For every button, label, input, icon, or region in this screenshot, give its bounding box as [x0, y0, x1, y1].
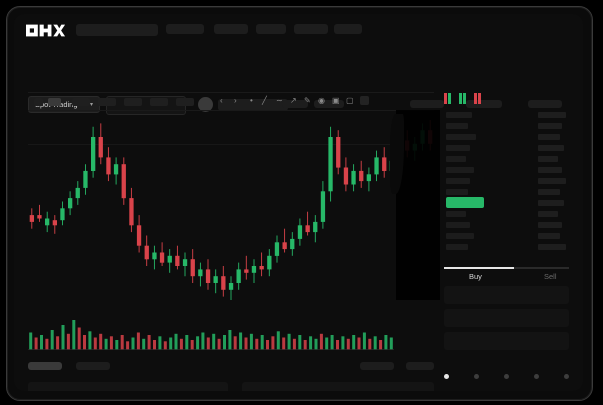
orderbook-spread-highlight: [446, 197, 484, 208]
volume-chart: [28, 314, 394, 351]
orderbook-row[interactable]: [446, 112, 472, 118]
slider-dot-2[interactable]: [504, 374, 509, 379]
buy-tab[interactable]: Buy: [469, 272, 482, 281]
book-bids-icon[interactable]: [459, 93, 468, 104]
chart-cursor-artifact: [390, 114, 404, 194]
stat-low-24h: [466, 100, 502, 108]
stat-change-24h: [314, 100, 344, 108]
book-full-icon[interactable]: [444, 93, 453, 104]
nav-item-more[interactable]: [334, 24, 362, 34]
toolbar-interval-1m[interactable]: [34, 98, 43, 106]
orderbook-row[interactable]: [446, 178, 470, 184]
wave-icon[interactable]: ∼: [276, 96, 283, 105]
lock-icon[interactable]: ▣: [332, 96, 340, 105]
chart-toolbar: [28, 92, 434, 111]
orderbook-row-value[interactable]: [538, 167, 562, 173]
toolbar-indicators[interactable]: [176, 98, 194, 106]
orderbook-row[interactable]: [446, 211, 466, 217]
orderbook-row-value[interactable]: [538, 112, 566, 118]
toolbar-interval-active[interactable]: [48, 98, 61, 106]
orderbook-row-value[interactable]: [538, 189, 560, 195]
buy-tab-underline: [444, 267, 514, 269]
okx-logo-icon[interactable]: [26, 23, 66, 37]
price-chart[interactable]: [28, 110, 434, 310]
chart-divider: [28, 144, 434, 145]
nav-item-wallet[interactable]: [294, 24, 328, 34]
orderbook-row[interactable]: [446, 123, 468, 129]
amount-slider[interactable]: [444, 374, 569, 382]
nav-item-earn[interactable]: [256, 24, 286, 34]
orderbook-row-value[interactable]: [538, 200, 564, 206]
bottom-tab-open-orders[interactable]: [28, 362, 62, 370]
orderbook-row-value[interactable]: [538, 233, 560, 239]
book-asks-icon[interactable]: [474, 93, 483, 104]
orderbook-row[interactable]: [446, 244, 468, 250]
slider-dot-3[interactable]: [534, 374, 539, 379]
coin-avatar-icon: [198, 97, 213, 112]
slider-dot-1[interactable]: [474, 374, 479, 379]
bottom-tab-order-history[interactable]: [76, 362, 110, 370]
slider-dot-4[interactable]: [564, 374, 569, 379]
app-screen: Spot Trading ▾ ▾ ‹ › • ╱ ∼ ↗ ✎: [14, 14, 583, 391]
toolbar-interval-1h[interactable]: [98, 98, 116, 106]
redo-icon[interactable]: ›: [234, 96, 237, 105]
orderbook-row-value[interactable]: [538, 134, 560, 140]
sell-tab[interactable]: Sell: [544, 272, 557, 281]
orderbook-row[interactable]: [446, 233, 474, 239]
orderbook-row[interactable]: [446, 222, 470, 228]
eye-icon[interactable]: ◉: [318, 96, 325, 105]
trendline-icon[interactable]: ╱: [262, 96, 267, 105]
instrument-bar: Spot Trading ▾ ▾: [14, 50, 583, 115]
chevron-down-icon: ▾: [89, 102, 93, 108]
undo-icon[interactable]: ‹: [220, 96, 223, 105]
slider-dot-0[interactable]: [444, 374, 449, 379]
toolbar-interval-1d[interactable]: [150, 98, 168, 106]
toolbar-interval-4h[interactable]: [124, 98, 142, 106]
nav-item-markets[interactable]: [214, 24, 248, 34]
sell-tab-underline: [514, 267, 569, 269]
orderbook-row-value[interactable]: [538, 244, 566, 250]
okx-wordmark-icon: [26, 24, 66, 36]
candlestick-svg: [29, 120, 433, 300]
orderbook-row-value[interactable]: [538, 123, 562, 129]
orderbook-row[interactable]: [446, 145, 470, 151]
stat-volume-24h: [528, 100, 562, 108]
bottom-panel-right: [242, 382, 434, 391]
orderbook-row-value[interactable]: [538, 145, 564, 151]
settings-icon[interactable]: [360, 96, 369, 105]
orderbook-row[interactable]: [446, 167, 474, 173]
orderbook-row[interactable]: [446, 156, 466, 162]
order-total-input[interactable]: [444, 332, 569, 350]
trash-icon[interactable]: ▢: [346, 96, 354, 105]
order-price-input[interactable]: [444, 286, 569, 304]
nav-item-trade[interactable]: [166, 24, 204, 34]
orderbook-row-value[interactable]: [538, 211, 558, 217]
orderbook-row[interactable]: [446, 189, 468, 195]
stat-last-price: [282, 100, 308, 108]
brush-icon[interactable]: ✎: [304, 96, 311, 105]
bottom-panel-left: [28, 382, 228, 391]
bottom-tab-assets[interactable]: [406, 362, 434, 370]
nav-search-pill[interactable]: [76, 24, 158, 36]
orderbook-row[interactable]: [446, 134, 476, 140]
crosshair-icon[interactable]: •: [250, 96, 253, 105]
arrow-icon[interactable]: ↗: [290, 96, 297, 105]
order-amount-input[interactable]: [444, 309, 569, 327]
pair-name-label: [218, 99, 288, 111]
orderbook-row-value[interactable]: [538, 178, 566, 184]
stat-high-24h: [410, 100, 444, 108]
orderbook-row-value[interactable]: [538, 156, 558, 162]
toolbar-interval-15m[interactable]: [72, 98, 90, 106]
orderbook-row-value[interactable]: [538, 222, 562, 228]
orderbook-view-tabs: [444, 93, 483, 104]
top-navigation-bar: [14, 14, 583, 46]
bottom-tab-positions[interactable]: [360, 362, 394, 370]
volume-svg: [28, 320, 394, 351]
